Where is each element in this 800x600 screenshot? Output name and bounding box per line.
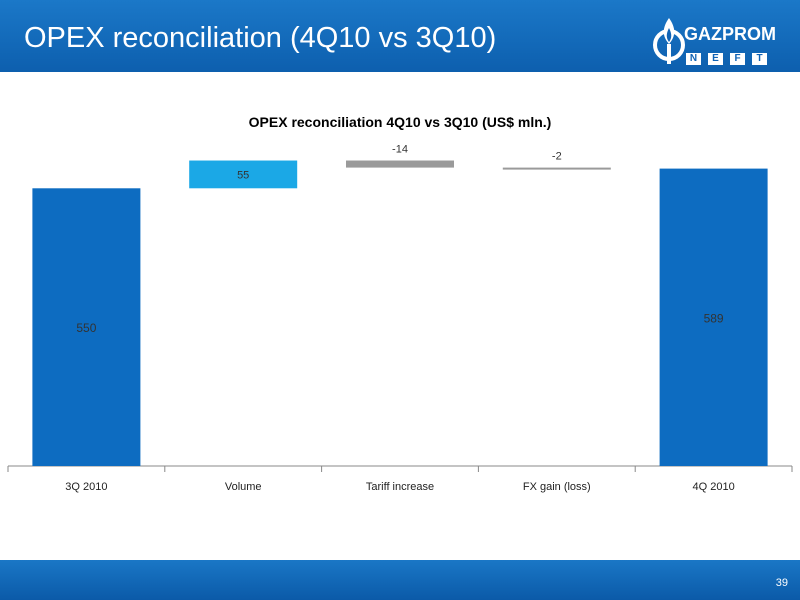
data-label: -2 xyxy=(552,151,562,163)
data-label: -14 xyxy=(392,144,408,156)
data-label: 55 xyxy=(237,169,249,181)
chart-area: OPEX reconciliation 4Q10 vs 3Q10 (US$ ml… xyxy=(0,100,800,520)
bar-3q-2010 xyxy=(32,188,141,466)
x-tick-label: 3Q 2010 xyxy=(65,481,107,493)
logo-letter: F xyxy=(730,53,745,65)
flame-icon xyxy=(653,18,685,64)
logo-letter: E xyxy=(708,53,723,65)
bar-fx-gain-loss- xyxy=(502,167,611,170)
x-tick-label: Volume xyxy=(225,481,262,493)
bar-4q-2010 xyxy=(659,168,768,466)
chart-title: OPEX reconciliation 4Q10 vs 3Q10 (US$ ml… xyxy=(249,114,552,130)
slide-title: OPEX reconciliation (4Q10 vs 3Q10) xyxy=(24,22,497,54)
x-tick-label: 4Q 2010 xyxy=(692,481,734,493)
page-number: 39 xyxy=(775,577,788,589)
data-label: 550 xyxy=(76,321,96,335)
logo-word: GAZPROM xyxy=(684,24,776,44)
logo-letter: T xyxy=(752,53,767,65)
data-label: 589 xyxy=(704,311,724,325)
slide-footer: 39 xyxy=(0,560,800,600)
x-tick-label: Tariff increase xyxy=(366,481,434,493)
x-tick-label: FX gain (loss) xyxy=(523,481,591,493)
slide-header: OPEX reconciliation (4Q10 vs 3Q10) GAZPR… xyxy=(0,0,800,72)
waterfall-chart: OPEX reconciliation 4Q10 vs 3Q10 (US$ ml… xyxy=(7,114,793,493)
bar-volume xyxy=(189,160,298,189)
logo-letter: N xyxy=(686,53,701,65)
logo-sub-letters: N E F T xyxy=(686,53,767,65)
bar-tariff-increase xyxy=(346,160,454,168)
gazprom-neft-logo: GAZPROM N E F T xyxy=(652,12,776,68)
